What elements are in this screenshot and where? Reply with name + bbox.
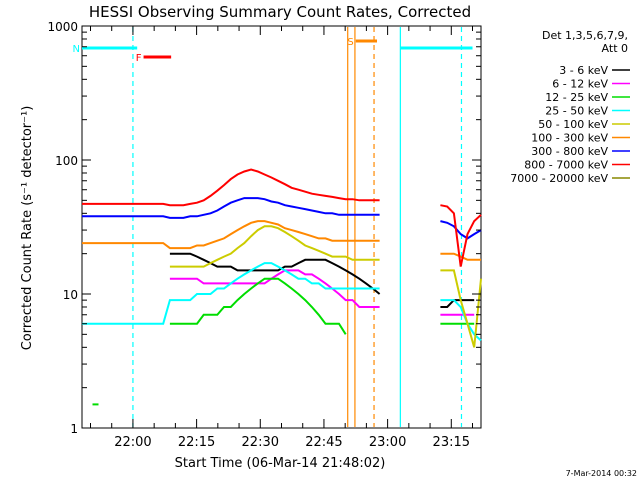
- x-tick-label-1: 22:15: [178, 435, 215, 450]
- legend-label-5: 100 - 300 keV: [531, 132, 608, 145]
- x-axis-label: Start Time (06-Mar-14 21:48:02): [175, 456, 386, 471]
- legend-label-2: 12 - 25 keV: [545, 91, 608, 104]
- y-tick-label-1: 10: [63, 288, 78, 302]
- x-tick-label-5: 23:15: [433, 435, 470, 450]
- legend-label-7: 800 - 7000 keV: [524, 159, 608, 172]
- footer-timestamp: 7-Mar-2014 00:32: [566, 469, 637, 478]
- x-tick-label-2: 22:30: [242, 435, 279, 450]
- series-layer: [82, 168, 482, 406]
- series-line-0-1: [440, 299, 475, 308]
- observing-markers: F N S: [73, 37, 473, 64]
- legend-label-8: 7000 - 20000 keV: [510, 172, 608, 185]
- series-line-5-1: [440, 252, 481, 261]
- series-line-6-1: [440, 220, 482, 240]
- legend-header-line-2: Att 0: [602, 42, 628, 55]
- y-tick-label-0: 1: [70, 422, 78, 436]
- marker-label-N: N: [73, 44, 80, 55]
- series-line-6-0: [82, 197, 380, 219]
- series-line-1-0: [169, 269, 380, 308]
- legend-label-6: 300 - 800 keV: [531, 145, 608, 158]
- legend-header-line-1: Det 1,3,5,6,7,9,: [542, 29, 628, 42]
- x-tick-label-0: 22:00: [114, 435, 151, 450]
- x-tick-label-3: 22:45: [305, 435, 342, 450]
- legend-label-1: 6 - 12 keV: [552, 78, 608, 91]
- y-tick-label-2: 100: [55, 154, 78, 168]
- x-axis: 22:00 22:15 22:30 22:45 23:00 23:15: [89, 26, 474, 450]
- series-line-7-0: [82, 168, 380, 207]
- series-line-2-1: [169, 277, 347, 335]
- series-line-3-0: [82, 262, 380, 325]
- series-line-5-0: [82, 220, 380, 250]
- y-tick-label-3: 1000: [47, 20, 78, 34]
- chart-title: HESSI Observing Summary Count Rates, Cor…: [89, 3, 471, 21]
- series-line-3-1: [440, 299, 482, 342]
- marker-label-S: S: [347, 37, 353, 48]
- legend-label-4: 50 - 100 keV: [538, 118, 608, 131]
- series-line-7-1: [440, 204, 482, 267]
- series-line-4-0: [169, 225, 380, 268]
- observing-bands: [132, 27, 463, 427]
- y-axis: 1 10 100 1000: [47, 20, 481, 436]
- x-tick-label-4: 23:00: [369, 435, 406, 450]
- marker-label-F: F: [136, 53, 142, 64]
- series-line-0-0: [169, 252, 381, 295]
- series-line-4-1: [440, 269, 482, 348]
- legend-label-3: 25 - 50 keV: [545, 105, 608, 118]
- y-axis-label: Corrected Count Rate (s⁻¹ detector⁻¹): [20, 106, 35, 351]
- legend-label-0: 3 - 6 keV: [559, 64, 608, 77]
